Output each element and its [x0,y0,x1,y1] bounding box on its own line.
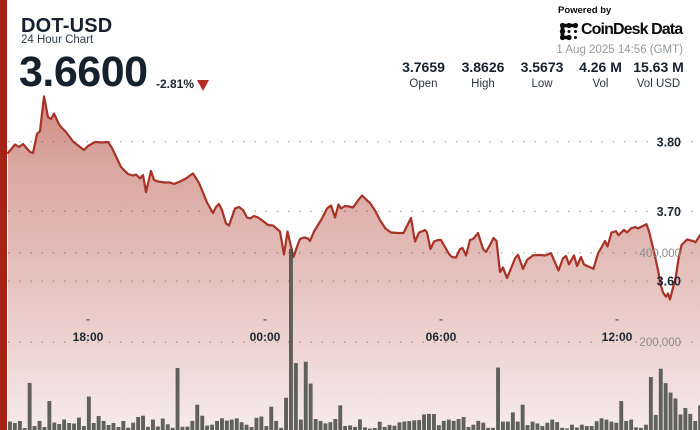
svg-text:00:00: 00:00 [250,330,281,344]
svg-text:3.80: 3.80 [657,136,681,150]
svg-text:400,000: 400,000 [639,248,681,260]
svg-text:06:00: 06:00 [426,330,457,344]
svg-text:12:00: 12:00 [602,330,633,344]
svg-text:18:00: 18:00 [73,330,104,344]
svg-text:3.60: 3.60 [657,275,681,289]
svg-text:200,000: 200,000 [639,337,681,349]
svg-text:3.70: 3.70 [657,205,681,219]
